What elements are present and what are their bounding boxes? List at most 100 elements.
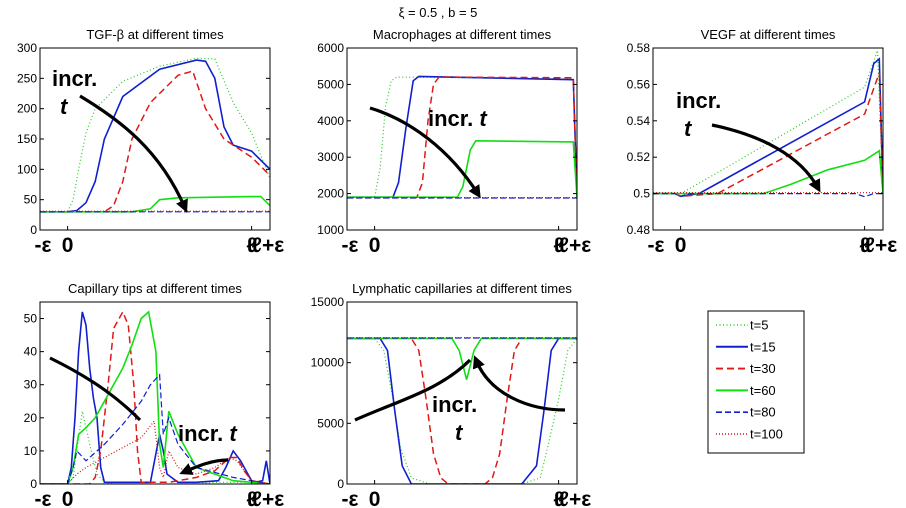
- y-tick-label: 0: [30, 477, 37, 491]
- y-tick-label: 1000: [317, 223, 344, 237]
- x-tick-label: ℓ: [246, 234, 256, 257]
- x-tick-label: ℓ+ε: [559, 488, 592, 508]
- x-tick-label: 0: [369, 234, 381, 257]
- y-tick-label: 150: [17, 132, 37, 146]
- y-tick-label: 10: [24, 444, 38, 458]
- x-tick-label: 0: [62, 488, 74, 508]
- legend-label: t=15: [750, 339, 776, 354]
- annotation-arrow: [49, 356, 229, 472]
- series-group: [40, 310, 270, 484]
- y-tick-label: 0.58: [627, 41, 651, 55]
- y-tick-label: 0.54: [627, 114, 651, 128]
- y-tick-label: 0: [337, 477, 344, 491]
- series-line-t-5: [653, 50, 883, 195]
- y-tick-label: 15000: [311, 295, 345, 309]
- series-line-t-30: [40, 70, 270, 213]
- x-tick-label: -ε: [35, 488, 52, 508]
- series-line-t-5: [40, 411, 270, 484]
- series-line-t-60: [40, 195, 270, 213]
- y-tick-label: 50: [24, 193, 38, 207]
- x-tick-label: ℓ: [246, 488, 256, 508]
- series-group: [40, 57, 270, 213]
- x-tick-label: ℓ: [553, 234, 563, 257]
- legend-box: [707, 310, 805, 454]
- x-tick-label: ℓ: [553, 488, 563, 508]
- annotation-text: incr.: [432, 392, 477, 417]
- y-tick-label: 4000: [317, 114, 344, 128]
- annotation-arrow: [354, 360, 566, 422]
- x-tick-label: -ε: [35, 234, 52, 257]
- axes-frame: [652, 47, 884, 231]
- y-tick-label: 0.56: [627, 77, 651, 91]
- y-tick-label: 250: [17, 71, 37, 85]
- annotation-text: t: [455, 420, 464, 445]
- series-line-t-30: [653, 72, 883, 198]
- x-tick-label: 0: [369, 488, 381, 508]
- series-line-t-5: [347, 337, 577, 484]
- legend-label: t=80: [750, 405, 776, 420]
- legend: t=5 t=15 t=30 t=60 t=80 t=100: [707, 310, 805, 454]
- y-tick-label: 200: [17, 102, 37, 116]
- figure-title: ξ = 0.5 , b = 5: [399, 5, 478, 20]
- y-tick-label: 50: [24, 312, 38, 326]
- plot-area: [40, 48, 270, 230]
- y-tick-label: 0.52: [627, 150, 651, 164]
- x-tick-label: ℓ+ε: [252, 234, 285, 257]
- series-line-t-30: [40, 310, 270, 484]
- panel-title: Capillary tips at different times: [68, 281, 242, 296]
- y-tick-label: 2000: [317, 187, 344, 201]
- annotation-text: incr. t: [178, 421, 238, 446]
- y-tick-label: 0: [30, 223, 37, 237]
- panel-title: Lymphatic capillaries at different times: [352, 281, 572, 296]
- series-line-t-15: [347, 337, 577, 484]
- series-line-t-60: [40, 310, 270, 484]
- annotation-text: incr.: [676, 88, 721, 113]
- annotation-text: incr.: [52, 66, 97, 91]
- x-tick-label: -ε: [342, 488, 359, 508]
- y-tick-label: 5000: [317, 77, 344, 91]
- panel-title: Macrophages at different times: [373, 27, 552, 42]
- legend-label: t=30: [750, 361, 776, 376]
- legend-label: t=100: [750, 427, 783, 442]
- x-tick-label: ℓ+ε: [865, 234, 898, 257]
- x-tick-label: ℓ+ε: [559, 234, 592, 257]
- axes-frame: [39, 301, 271, 485]
- x-tick-label: ℓ: [859, 234, 869, 257]
- y-tick-label: 6000: [317, 41, 344, 55]
- plot-area: [653, 48, 883, 230]
- annotation-arrow: [711, 123, 821, 193]
- y-tick-label: 100: [17, 162, 37, 176]
- axes-frame: [346, 47, 578, 231]
- y-tick-label: 40: [24, 345, 38, 359]
- panel-title: TGF-β at different times: [86, 27, 224, 42]
- series-line-t-15: [40, 59, 270, 213]
- series-line-t-30: [347, 337, 577, 484]
- series-line-t-80: [40, 373, 270, 484]
- y-tick-label: 0.48: [627, 223, 651, 237]
- panel-vegf: 0.48 0.5 0.52 0.54 0.56 0.58 -ε 0 ℓℓ+ε VEGF at di…: [627, 27, 898, 257]
- axes-frame: [346, 301, 578, 485]
- x-tick-label: 0: [675, 234, 687, 257]
- annotation-text: incr. t: [428, 106, 488, 131]
- series-group: [347, 75, 577, 199]
- y-tick-label: 300: [17, 41, 37, 55]
- series-line-t-60: [347, 139, 577, 198]
- x-tick-label: -ε: [342, 234, 359, 257]
- panel-macrophages: 1000 2000 3000 4000 5000 6000 -ε 0 ℓℓ+ε Macrophag…: [317, 27, 591, 257]
- y-tick-label: 30: [24, 378, 38, 392]
- x-tick-label: -ε: [648, 234, 665, 257]
- series-line-t-30: [347, 76, 577, 198]
- y-tick-label: 3000: [317, 150, 344, 164]
- y-tick-label: 5000: [317, 416, 344, 430]
- x-tick-label: ℓ+ε: [252, 488, 285, 508]
- panel-title: VEGF at different times: [701, 27, 836, 42]
- annotation-arrow: [79, 94, 188, 213]
- x-tick-label: 0: [62, 234, 74, 257]
- legend-label: t=5: [750, 318, 768, 333]
- y-tick-label: 20: [24, 411, 38, 425]
